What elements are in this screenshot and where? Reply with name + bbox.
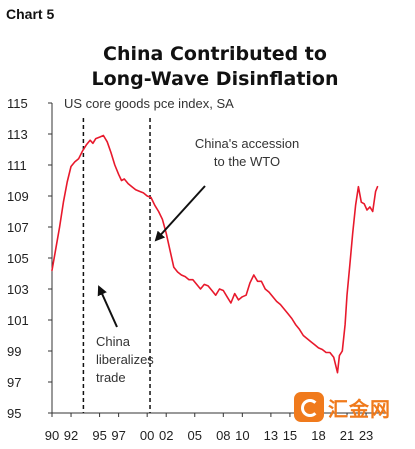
series-layer — [51, 134, 379, 374]
axes: 95 97 99 101 103 105 107 109 111 113 115 90 92 95 97 00… — [7, 96, 387, 443]
annotation-arrow-wto — [154, 185, 206, 242]
watermark-logo-icon — [294, 392, 324, 422]
annotation-arrow-liberalizes — [97, 285, 118, 328]
chart-subtitle: US core goods pce index, SA — [64, 96, 234, 111]
watermark-text: 汇金网 — [328, 396, 391, 421]
annotation-wto-text: to the WTO — [214, 154, 280, 169]
y-tick-label: 97 — [7, 375, 21, 390]
y-tick-label: 105 — [7, 251, 29, 266]
y-tick-label: 95 — [7, 406, 21, 421]
x-tick-label: 92 — [64, 428, 78, 443]
y-tick-label: 115 — [7, 96, 28, 111]
chart-number-label: Chart 5 — [6, 6, 55, 22]
y-tick-label: 103 — [7, 282, 29, 297]
x-tick-label: 95 — [92, 428, 106, 443]
annotation-liberalizes-text: liberalizes — [96, 352, 154, 367]
y-tick-label: 111 — [7, 158, 27, 173]
x-tick-label: 23 — [359, 428, 373, 443]
y-tick-label: 107 — [7, 220, 29, 235]
annotations: China liberalizes trade China's accession to… — [96, 136, 299, 385]
annotation-wto-text: China's accession — [195, 136, 299, 151]
x-tick-label: 13 — [264, 428, 278, 443]
x-tick-label: 05 — [188, 428, 202, 443]
watermark: 汇金网 — [294, 388, 412, 426]
chart-title: China Contributed to Long-Wave Disinflat… — [70, 42, 360, 92]
x-tick-label: 97 — [111, 428, 125, 443]
x-tick-label: 18 — [311, 428, 325, 443]
y-tick-label: 109 — [7, 189, 29, 204]
x-tick-label: 15 — [283, 428, 297, 443]
y-tick-label: 99 — [7, 344, 21, 359]
x-tick-label: 02 — [159, 428, 173, 443]
series-line-0 — [51, 134, 379, 374]
annotation-liberalizes-text: trade — [96, 370, 126, 385]
x-tick-label: 08 — [216, 428, 230, 443]
x-tick-label: 90 — [45, 428, 59, 443]
y-tick-label: 101 — [7, 313, 29, 328]
chart-title-line-1: China Contributed to — [103, 43, 327, 65]
y-tick-label: 113 — [7, 127, 28, 142]
chart-title-line-2: Long-Wave Disinflation — [91, 68, 339, 90]
x-tick-label: 10 — [235, 428, 249, 443]
event-markers — [82, 118, 151, 413]
x-tick-label: 21 — [340, 428, 354, 443]
x-tick-label: 00 — [140, 428, 154, 443]
annotation-liberalizes-text: China — [96, 334, 131, 349]
